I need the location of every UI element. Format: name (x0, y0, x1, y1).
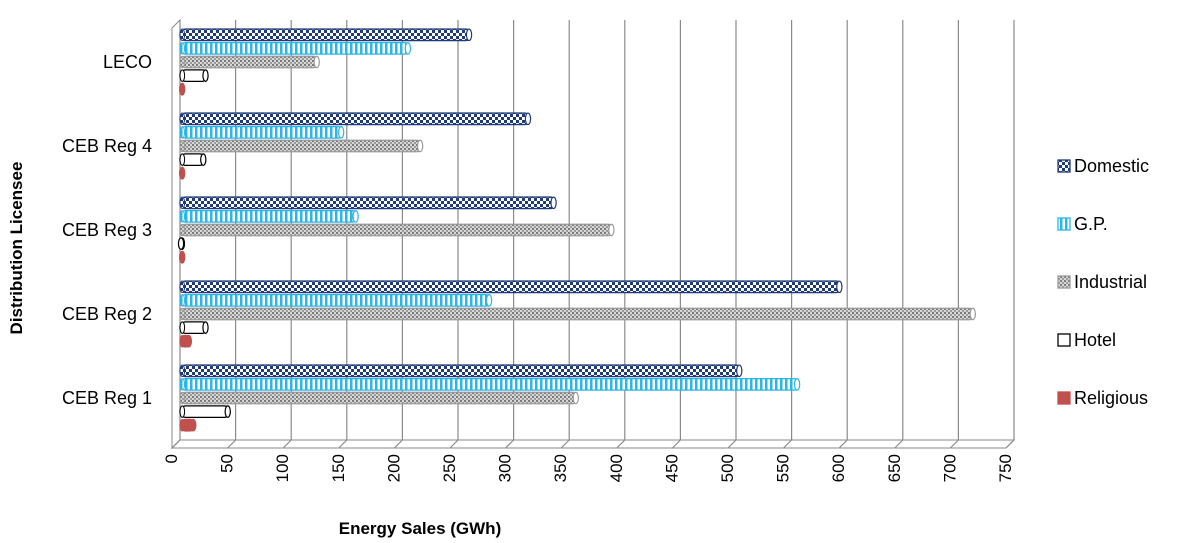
legend-item: Religious (1057, 388, 1148, 408)
x-tick-label: 750 (996, 454, 1015, 482)
bar (179, 280, 843, 294)
legend-item: G.P. (1057, 214, 1108, 234)
x-tick-labels: 0 50 100 150 200 250 300 350 400 450 500 550 600 650 7… (162, 454, 1015, 482)
bar (179, 405, 231, 419)
bar (179, 223, 615, 237)
x-tick-label: 450 (662, 454, 681, 482)
gridline-floor (227, 439, 237, 449)
bar (179, 139, 424, 153)
category-label: CEB Reg 3 (62, 220, 152, 240)
gridline-floor (449, 439, 459, 449)
gridline-floor (560, 439, 570, 449)
bar (178, 166, 186, 180)
legend: Domestic G.P. Industrial Hotel Religious (1057, 156, 1149, 408)
bar (179, 293, 493, 307)
legend-item: Domestic (1057, 156, 1149, 176)
x-tick-label: 500 (718, 454, 737, 482)
bar (179, 112, 532, 126)
legend-label: Religious (1074, 388, 1148, 408)
legend-item: Hotel (1057, 330, 1116, 350)
gridline-floor (1005, 439, 1015, 449)
gridline-floor (282, 439, 292, 449)
x-tick-label: 200 (384, 454, 403, 482)
bar (179, 153, 207, 167)
bar (179, 28, 473, 42)
gridline-floor (338, 439, 348, 449)
gridline-floor (393, 439, 403, 449)
bar (179, 307, 976, 321)
bar (179, 364, 743, 378)
bar (179, 334, 193, 348)
x-tick-label: 600 (829, 454, 848, 482)
x-tick-label: 400 (607, 454, 626, 482)
x-tick-label: 300 (496, 454, 515, 482)
legend-item: Industrial (1057, 272, 1147, 292)
bar (177, 237, 186, 251)
legend-swatch (1057, 275, 1071, 289)
x-tick-label: 350 (551, 454, 570, 482)
y-axis-title: Distribution Licensee (7, 162, 26, 335)
category-labels: CEB Reg 1 CEB Reg 2 CEB Reg 3 CEB Reg 4 LECO (62, 52, 152, 408)
bars (177, 28, 976, 432)
left-wall (171, 18, 181, 450)
floor (170, 439, 1016, 449)
x-tick-label: 150 (329, 454, 348, 482)
bar (178, 82, 186, 96)
legend-label: Industrial (1074, 272, 1147, 292)
legend-swatch (1057, 391, 1071, 405)
x-axis-title: Energy Sales (GWh) (339, 519, 501, 538)
bar (179, 377, 801, 391)
legend-swatch (1057, 159, 1071, 173)
gridline-floor (894, 439, 904, 449)
x-tick-label: 50 (218, 454, 237, 473)
gridline-floor (505, 439, 515, 449)
x-tick-label: 700 (940, 454, 959, 482)
bar (179, 321, 209, 335)
bar (179, 55, 320, 69)
legend-label: G.P. (1074, 214, 1108, 234)
bar (179, 69, 209, 82)
x-tick-label: 650 (885, 454, 904, 482)
bar (179, 391, 579, 405)
gridline-floor (838, 439, 848, 449)
x-tick-label: 250 (440, 454, 459, 482)
category-label: CEB Reg 4 (62, 136, 152, 156)
legend-swatch (1057, 217, 1071, 231)
gridline-floor (671, 439, 681, 449)
bar (178, 250, 186, 264)
legend-label: Hotel (1074, 330, 1116, 350)
legend-label: Domestic (1074, 156, 1149, 176)
x-tick-label: 550 (774, 454, 793, 482)
x-tick-label: 100 (273, 454, 292, 482)
bar (179, 196, 557, 210)
category-label: CEB Reg 1 (62, 388, 152, 408)
gridline-floor (171, 439, 181, 449)
gridline-floor (783, 439, 793, 449)
bar (179, 209, 359, 223)
gridline-floor (949, 439, 959, 449)
x-tick-label: 0 (162, 454, 181, 463)
gridline-floor (616, 439, 626, 449)
category-label: LECO (103, 52, 152, 72)
bar (179, 126, 345, 139)
bar (179, 42, 412, 55)
category-label: CEB Reg 2 (62, 304, 152, 324)
gridline-floor (727, 439, 737, 449)
legend-swatch (1057, 333, 1071, 347)
bar (179, 418, 197, 432)
